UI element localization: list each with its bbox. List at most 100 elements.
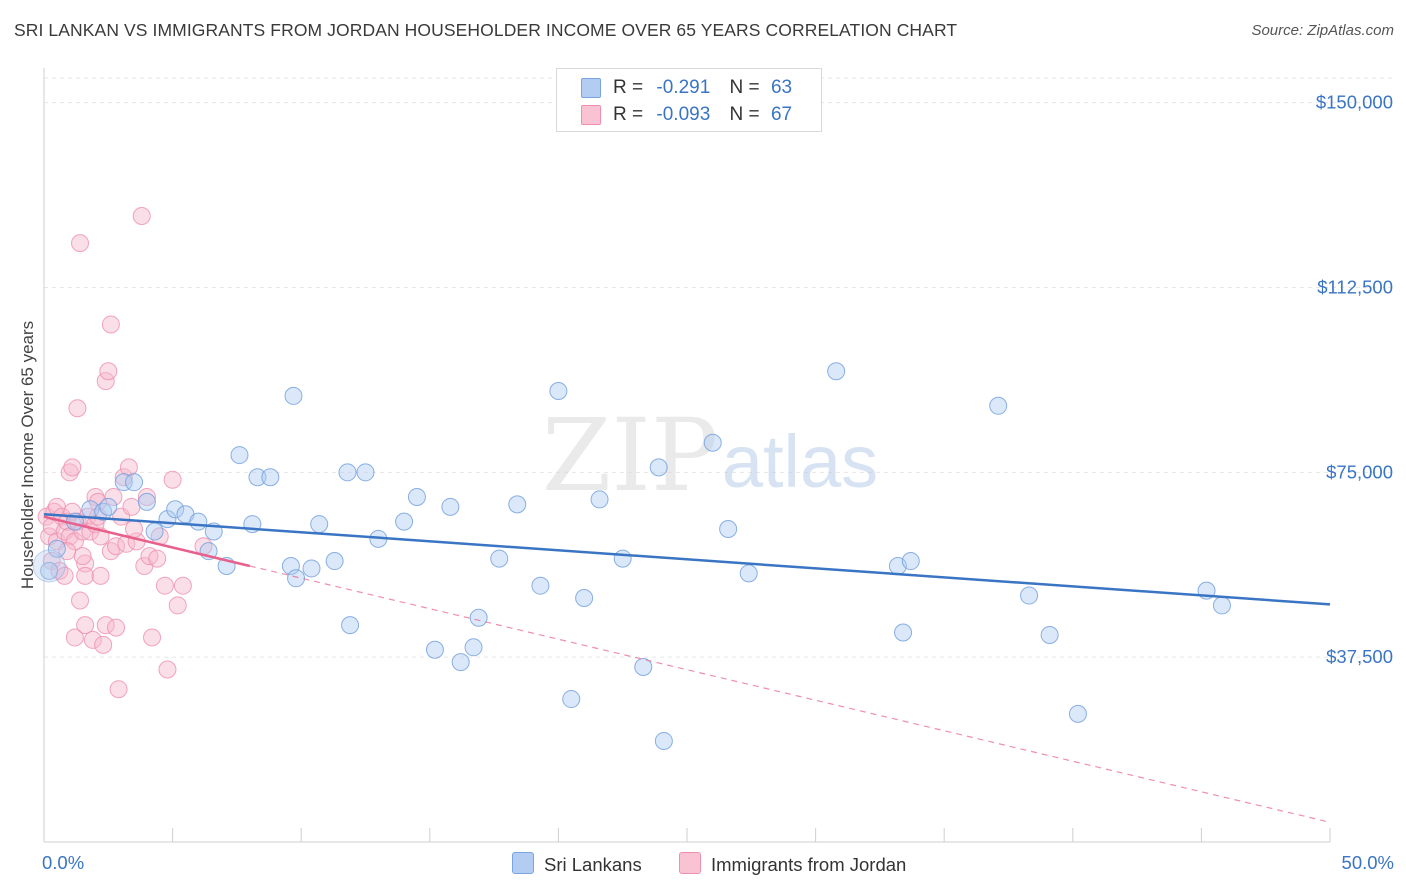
srilankan-point — [575, 589, 594, 608]
srilankan-point — [531, 576, 550, 595]
jordan-point — [94, 635, 113, 654]
srilankan-point — [40, 561, 59, 580]
jordan-point — [68, 399, 87, 418]
srilankan-point — [341, 616, 360, 635]
trend-lines — [43, 512, 1331, 823]
srilankan-point — [894, 623, 913, 642]
srilankan-point — [114, 473, 133, 492]
srilankan-point — [1212, 596, 1231, 615]
srilankan-point — [325, 552, 344, 571]
y-tick-labels: $37,500 $75,000 $112,500 $150,000 — [1316, 92, 1393, 668]
jordan-point — [65, 628, 84, 647]
srilankan-point — [261, 468, 280, 487]
jordan-point — [148, 549, 167, 568]
jordan-point — [109, 680, 128, 699]
srilankan-point — [230, 446, 249, 465]
jordan-point — [125, 520, 144, 539]
srilankan-point — [634, 658, 653, 677]
watermark: ZIP atlas — [542, 397, 878, 514]
jordan-point — [137, 487, 156, 506]
bottom-legend-srilankans[interactable]: Sri Lankans — [512, 852, 642, 876]
jordan-point — [71, 591, 90, 610]
jordan-point — [143, 628, 162, 647]
jordan-point — [76, 616, 95, 635]
srilankan-point — [338, 463, 357, 482]
jordan-point — [83, 630, 102, 649]
chart-title: SRI LANKAN VS IMMIGRANTS FROM JORDAN HOU… — [14, 20, 958, 40]
series-jordan-points — [37, 207, 213, 699]
srilankan-point — [145, 522, 164, 541]
bottom-legend-swatch-blue — [512, 852, 534, 874]
legend-r-value: -0.093 — [656, 104, 711, 125]
srilankan-point — [719, 520, 738, 539]
srilankan-point — [425, 640, 444, 659]
bottom-legend-jordan[interactable]: Immigrants from Jordan — [679, 852, 906, 876]
legend-swatch-blue — [581, 78, 601, 98]
y-tick-label: $37,500 — [1326, 646, 1393, 667]
jordan-point — [158, 660, 177, 679]
srilankan-point — [47, 539, 66, 558]
jordan-point — [101, 315, 120, 334]
jordan-point — [63, 458, 82, 477]
srilankan-point — [441, 497, 460, 516]
srilankan-point — [94, 502, 113, 521]
jordan-point — [91, 566, 110, 585]
jordan-point — [58, 542, 77, 561]
jordan-point — [168, 596, 187, 615]
jordan-point — [107, 537, 126, 556]
srilankan-point — [827, 362, 846, 381]
srilankan-point — [451, 653, 470, 672]
jordan-point — [76, 566, 95, 585]
legend-swatch-pink — [581, 105, 601, 125]
srilankan-point — [287, 569, 306, 588]
srilankan-point — [654, 731, 673, 750]
jordan-point — [101, 542, 120, 561]
srilankan-point — [395, 512, 414, 531]
srilankan-point — [649, 458, 668, 477]
srilankan-point — [407, 487, 426, 506]
legend-r-value: -0.291 — [656, 77, 711, 98]
y-tick-label: $150,000 — [1316, 92, 1393, 113]
jordan-point — [163, 470, 182, 489]
jordan-point — [122, 497, 141, 516]
jordan-point — [132, 207, 151, 226]
legend-n-label: N = — [729, 104, 760, 125]
jordan-point — [71, 234, 90, 253]
jordan-point — [107, 618, 126, 637]
series-srilankan-points — [32, 362, 1231, 750]
x-tick-max: 50.0% — [1341, 852, 1394, 873]
srilankan-point — [464, 638, 483, 657]
srilankan-point — [310, 515, 329, 534]
jordan-point — [173, 576, 192, 595]
jordan-point — [104, 487, 123, 506]
trend-line-srilankans — [43, 512, 1331, 606]
srilankan-point — [590, 490, 609, 509]
srilankan-point — [1020, 586, 1039, 605]
jordan-point — [114, 468, 133, 487]
srilankan-point — [137, 492, 156, 511]
watermark-zip: ZIP — [542, 397, 718, 514]
srilankan-point — [248, 468, 267, 487]
srilankan-point — [490, 549, 509, 568]
srilankan-point — [508, 495, 527, 514]
srilankan-point — [613, 549, 632, 568]
jordan-point — [73, 547, 92, 566]
srilankan-point — [1040, 625, 1059, 644]
legend-r-label: R = — [613, 77, 644, 98]
srilankan-point — [99, 497, 118, 516]
srilankan-point — [189, 512, 208, 531]
watermark-atlas: atlas — [722, 420, 878, 503]
y-tick-label: $112,500 — [1317, 276, 1393, 297]
srilankan-point — [901, 552, 920, 571]
legend-n-value: 67 — [770, 104, 793, 125]
x-tick-min: 0.0% — [42, 852, 85, 873]
srilankan-cluster — [32, 549, 66, 583]
srilankan-point — [125, 473, 144, 492]
source-label[interactable]: Source: ZipAtlas.com — [1251, 22, 1394, 39]
legend-n-label: N = — [729, 77, 760, 98]
bottom-legend-label: Sri Lankans — [544, 854, 642, 875]
srilankan-point — [302, 559, 321, 578]
gridlines — [44, 77, 1392, 658]
correlation-legend: R = -0.291 N = 63 R = -0.093 N = 67 — [556, 68, 822, 132]
